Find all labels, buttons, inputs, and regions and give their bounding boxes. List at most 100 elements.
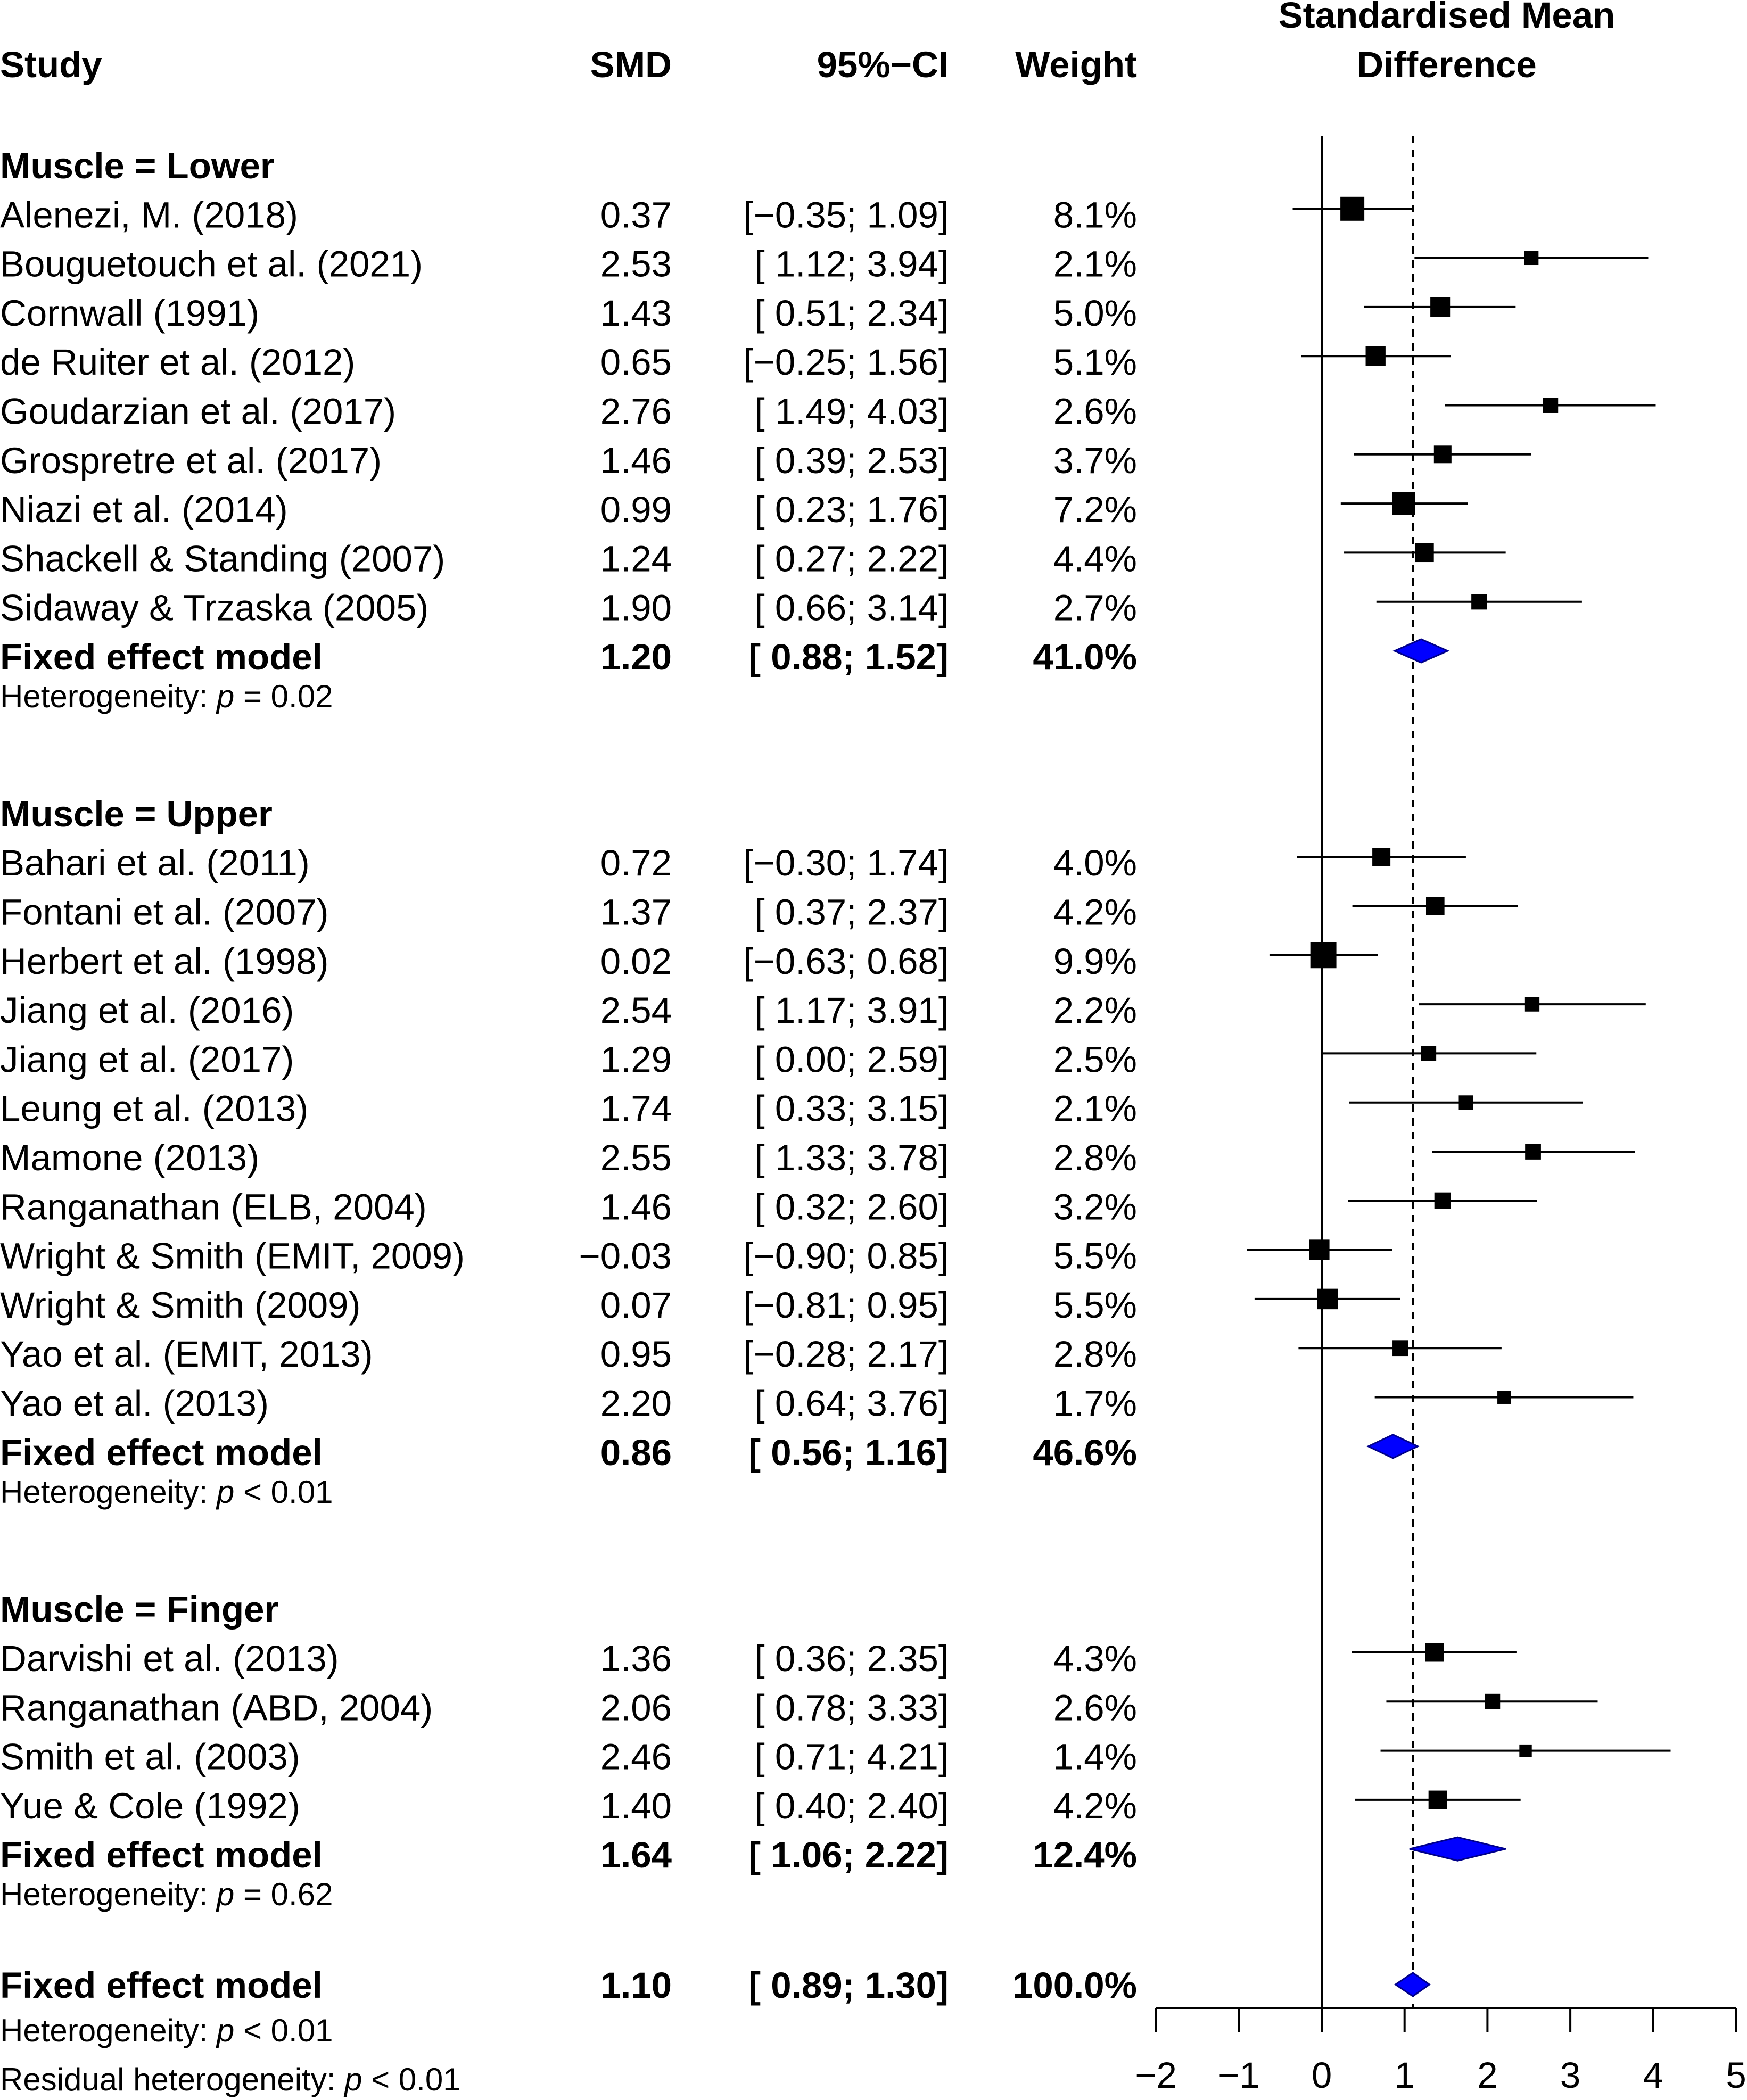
study-name: Wright & Smith (2009)	[0, 1285, 360, 1326]
study-effect-square	[1415, 543, 1434, 563]
study-weight: 5.1%	[1053, 342, 1137, 383]
x-tick-label: 5	[1726, 2055, 1746, 2096]
study-smd: 2.55	[600, 1137, 672, 1178]
study-weight: 2.2%	[1053, 990, 1137, 1031]
pooled-ci: [ 0.56; 1.16]	[748, 1432, 949, 1473]
subgroup-label: Muscle = Finger	[0, 1589, 278, 1630]
study-smd: 1.40	[600, 1785, 672, 1826]
study-name: Bahari et al. (2011)	[0, 842, 310, 883]
study-effect-square	[1317, 1288, 1338, 1310]
residual-heterogeneity-text: Residual heterogeneity: p < 0.01	[0, 2062, 461, 2097]
study-smd: 2.20	[600, 1383, 672, 1424]
x-tick-label: 0	[1312, 2055, 1332, 2096]
study-smd: 2.46	[600, 1737, 672, 1777]
study-weight: 2.7%	[1053, 588, 1137, 629]
overall-weight: 100.0%	[1012, 1965, 1137, 2006]
study-name: Mamone (2013)	[0, 1137, 259, 1178]
subgroup-label: Muscle = Lower	[0, 145, 275, 186]
study-effect-square	[1485, 1693, 1501, 1709]
study-ci: [−0.81; 0.95]	[743, 1285, 949, 1326]
study-weight: 2.6%	[1053, 1687, 1137, 1728]
study-weight: 4.3%	[1053, 1638, 1137, 1679]
study-weight: 2.1%	[1053, 1088, 1137, 1129]
study-ci: [−0.35; 1.09]	[743, 194, 949, 235]
pooled-diamond	[1409, 1836, 1506, 1862]
study-effect-square	[1430, 297, 1451, 317]
study-weight: 2.6%	[1053, 391, 1137, 432]
study-effect-square	[1425, 897, 1445, 915]
study-ci: [ 0.71; 4.21]	[755, 1737, 949, 1777]
plot-marks	[1247, 196, 1671, 1997]
pooled-ci: [ 0.88; 1.52]	[748, 636, 949, 677]
study-name: Wright & Smith (EMIT, 2009)	[0, 1236, 465, 1277]
overall-smd: 1.10	[600, 1965, 672, 2006]
study-smd: 0.02	[600, 941, 672, 982]
study-name: Yao et al. (EMIT, 2013)	[0, 1334, 373, 1375]
study-effect-square	[1365, 346, 1386, 366]
study-name: Alenezi, M. (2018)	[0, 194, 298, 235]
study-ci: [−0.30; 1.74]	[743, 842, 949, 883]
study-weight: 4.2%	[1053, 1785, 1137, 1826]
pooled-label: Fixed effect model	[0, 636, 323, 677]
study-smd: 1.24	[600, 538, 672, 579]
study-name: Ranganathan (ELB, 2004)	[0, 1186, 427, 1227]
header-weight: Weight	[1015, 44, 1137, 85]
study-weight: 4.4%	[1053, 538, 1137, 579]
x-tick-label: 3	[1560, 2055, 1580, 2096]
pooled-ci: [ 1.06; 2.22]	[748, 1834, 949, 1875]
study-smd: 0.95	[600, 1334, 672, 1375]
study-effect-square	[1392, 1340, 1408, 1357]
study-ci: [ 0.33; 3.15]	[755, 1088, 949, 1129]
study-effect-square	[1471, 594, 1487, 610]
study-ci: [ 0.23; 1.76]	[755, 489, 949, 530]
study-smd: 1.74	[600, 1088, 672, 1129]
study-ci: [−0.25; 1.56]	[743, 342, 949, 383]
study-weight: 9.9%	[1053, 941, 1137, 982]
study-smd: 1.29	[600, 1039, 672, 1080]
study-weight: 2.5%	[1053, 1039, 1137, 1080]
study-effect-square	[1525, 1144, 1541, 1160]
study-smd: 0.99	[600, 489, 672, 530]
study-weight: 5.0%	[1053, 293, 1137, 334]
heterogeneity-text: Heterogeneity: p < 0.01	[0, 1474, 333, 1510]
header-smd: SMD	[590, 44, 672, 85]
study-weight: 7.2%	[1053, 489, 1137, 530]
study-effect-square	[1340, 196, 1365, 221]
study-name: de Ruiter et al. (2012)	[0, 342, 355, 383]
study-effect-square	[1392, 492, 1415, 515]
study-effect-square	[1519, 1744, 1532, 1757]
study-effect-square	[1433, 445, 1452, 464]
study-ci: [ 0.32; 2.60]	[755, 1186, 949, 1227]
study-smd: 2.54	[600, 990, 672, 1031]
study-name: Smith et al. (2003)	[0, 1737, 300, 1777]
study-effect-square	[1434, 1192, 1451, 1209]
study-ci: [ 0.78; 3.33]	[755, 1687, 949, 1728]
pooled-weight: 12.4%	[1033, 1834, 1137, 1875]
overall-diamond	[1394, 1972, 1431, 1997]
study-ci: [ 0.27; 2.22]	[755, 538, 949, 579]
x-tick-label: 2	[1477, 2055, 1497, 2096]
pooled-smd: 1.20	[600, 636, 672, 677]
plot-title-line1: Standardised Mean	[1279, 0, 1616, 36]
study-weight: 8.1%	[1053, 194, 1137, 235]
x-tick-label: −1	[1218, 2055, 1260, 2096]
study-effect-square	[1310, 942, 1337, 969]
study-ci: [ 0.64; 3.76]	[755, 1383, 949, 1424]
study-ci: [ 0.36; 2.35]	[755, 1638, 949, 1679]
study-effect-square	[1458, 1095, 1473, 1110]
study-smd: 1.43	[600, 293, 672, 334]
study-name: Ranganathan (ABD, 2004)	[0, 1687, 433, 1728]
study-effect-square	[1524, 251, 1539, 266]
study-effect-square	[1543, 398, 1559, 413]
study-weight: 2.8%	[1053, 1137, 1137, 1178]
table-text: Standardised Mean Difference Study SMD 95%−C…	[0, 0, 1615, 2097]
study-ci: [−0.28; 2.17]	[743, 1334, 949, 1375]
study-smd: 1.36	[600, 1638, 672, 1679]
study-ci: [ 0.39; 2.53]	[755, 440, 949, 481]
study-name: Darvishi et al. (2013)	[0, 1638, 339, 1679]
study-weight: 2.8%	[1053, 1334, 1137, 1375]
study-weight: 1.4%	[1053, 1737, 1137, 1777]
overall-heterogeneity-text: Heterogeneity: p < 0.01	[0, 2013, 333, 2048]
study-ci: [ 0.37; 2.37]	[755, 892, 949, 933]
